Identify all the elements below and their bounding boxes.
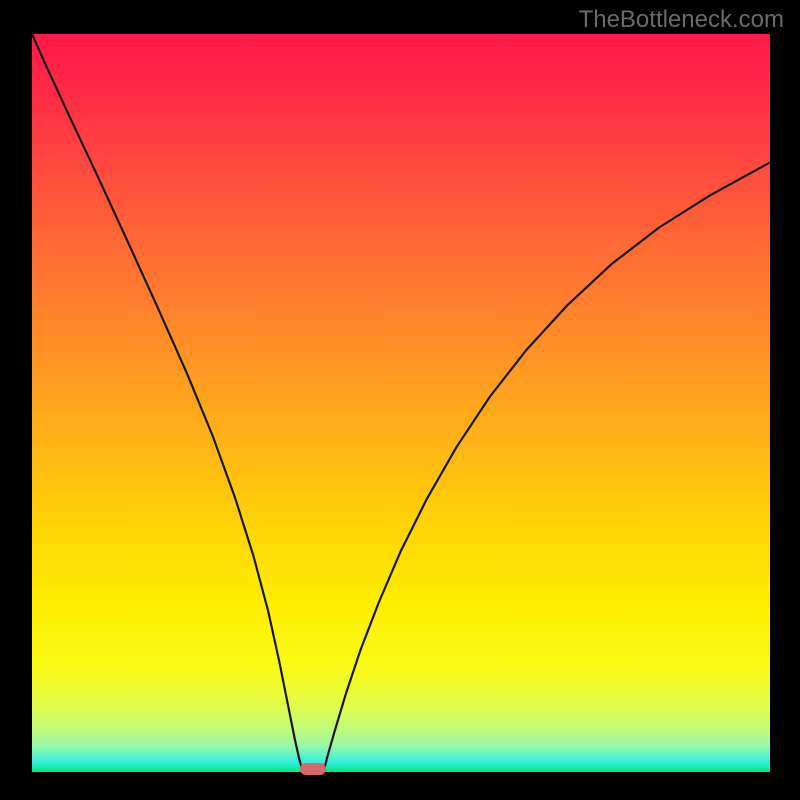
watermark-text: TheBottleneck.com — [579, 6, 784, 34]
curve-right-branch — [324, 162, 770, 772]
curve-left-branch — [32, 34, 303, 772]
bottleneck-curve — [32, 34, 770, 772]
minimum-marker — [300, 763, 326, 775]
plot-area — [32, 34, 770, 772]
